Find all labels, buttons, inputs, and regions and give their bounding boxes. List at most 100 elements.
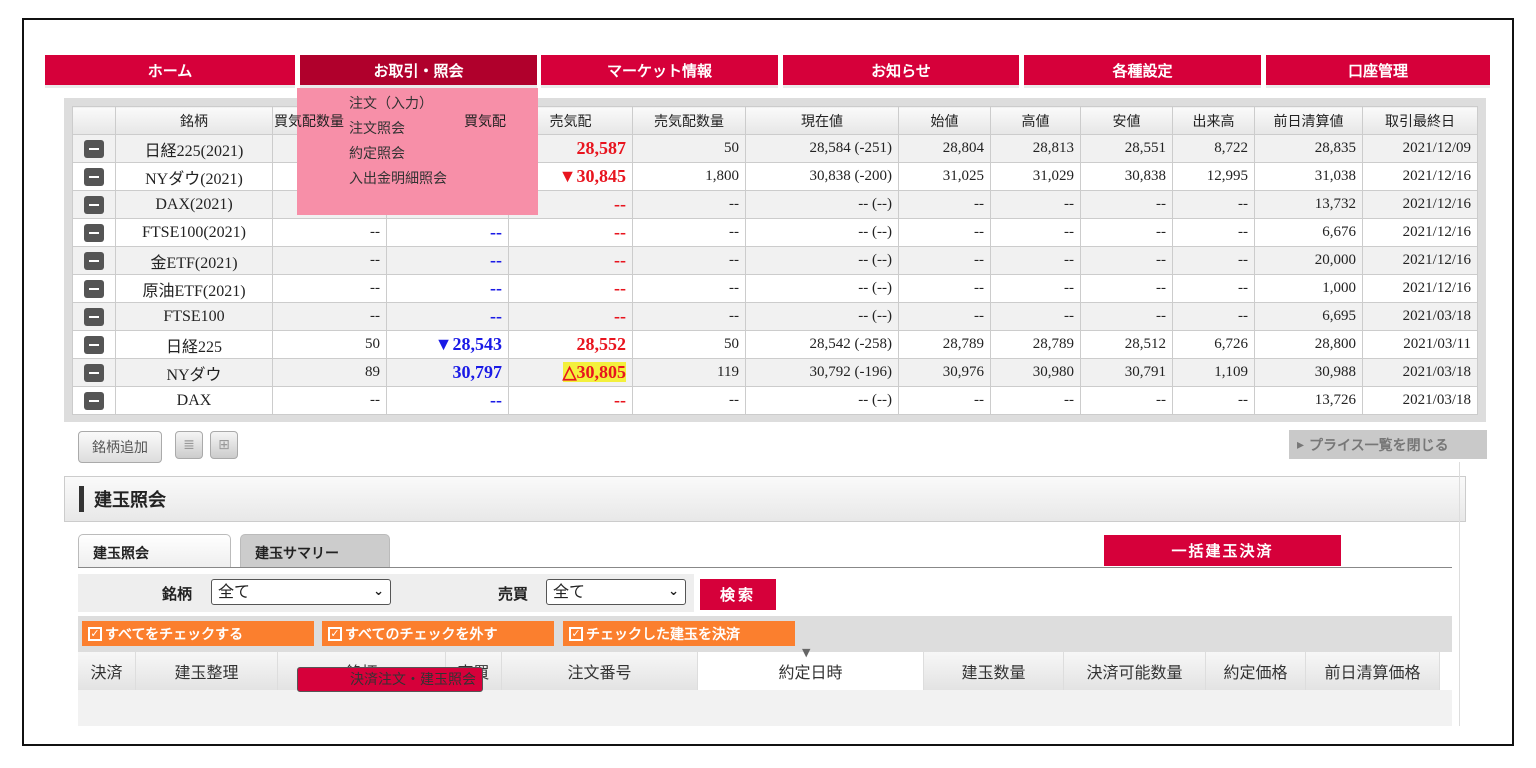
price-row: 金ETF(2021) -- -- -- -- -- (--) -- -- -- -- 20,000 2…: [72, 246, 1478, 275]
checkbox-icon: ✓: [328, 626, 342, 641]
price-cell-open: --: [898, 302, 991, 331]
symbol-select[interactable]: 全て ⌄: [211, 579, 391, 605]
price-cell-ask[interactable]: --: [508, 302, 633, 331]
nav-market[interactable]: マーケット情報: [541, 55, 778, 88]
list-view-icon[interactable]: ≣: [175, 431, 203, 459]
remove-symbol-icon[interactable]: [84, 195, 104, 214]
symbol-name[interactable]: 金ETF(2021): [115, 246, 273, 275]
remove-symbol-icon[interactable]: [84, 363, 104, 382]
position-col-header[interactable]: 決済可能数量: [1064, 652, 1206, 690]
remove-cell: [72, 302, 116, 331]
tab-position-summary[interactable]: 建玉サマリー: [240, 534, 390, 567]
search-button[interactable]: 検索: [700, 579, 776, 610]
price-col-label: 売気配: [549, 113, 592, 130]
nav-account[interactable]: 口座管理: [1266, 55, 1490, 88]
position-col-label: 注文番号: [567, 663, 632, 682]
price-cell-ask[interactable]: 28,552: [508, 330, 633, 359]
price-cell-ask[interactable]: △30,805: [508, 358, 633, 387]
add-symbol-button[interactable]: 銘柄追加: [78, 431, 162, 463]
remove-symbol-icon[interactable]: [84, 251, 104, 270]
close-price-list-button[interactable]: ▸ プライス一覧を閉じる: [1289, 430, 1487, 459]
uncheck-all-button[interactable]: ✓ すべてのチェックを外す: [322, 621, 554, 646]
last-value: 28,584 (-251): [809, 140, 893, 156]
remove-symbol-icon[interactable]: [84, 307, 104, 326]
price-col-header: 始値: [898, 106, 991, 135]
settle-checked-button[interactable]: ✓ チェックした建玉を決済: [563, 621, 795, 646]
position-col-header[interactable]: 建玉数量: [924, 652, 1064, 690]
price-col-header: 高値: [990, 106, 1081, 135]
ask-value: △30,805: [562, 362, 626, 382]
price-cell-bid[interactable]: --: [386, 218, 509, 247]
nav-news[interactable]: お知らせ: [783, 55, 1019, 88]
grid-view-icon[interactable]: ⊞: [210, 431, 238, 459]
price-cell-bid[interactable]: 30,797: [386, 358, 509, 387]
position-col-header[interactable]: 約定価格: [1206, 652, 1306, 690]
symbol-name[interactable]: DAX(2021): [115, 190, 273, 219]
price-col-header: 前日清算値: [1254, 106, 1363, 135]
remove-symbol-icon[interactable]: [84, 167, 104, 186]
symbol-name[interactable]: FTSE100(2021): [115, 218, 273, 247]
symbol-name[interactable]: 日経225: [115, 330, 273, 359]
ask_qty-value: --: [729, 224, 739, 240]
price-col-label: 始値: [930, 113, 959, 130]
price-cell-bid[interactable]: --: [386, 302, 509, 331]
bulk-settle-button[interactable]: 一括建玉決済: [1104, 535, 1341, 566]
remove-symbol-icon[interactable]: [84, 279, 104, 298]
volume-value: --: [1238, 392, 1248, 408]
volume-value: 12,995: [1206, 168, 1248, 184]
price-cell-high: 28,813: [990, 134, 1081, 163]
position-col-header[interactable]: 注文番号: [502, 652, 698, 690]
price-cell-volume: --: [1172, 218, 1255, 247]
price-cell-ask[interactable]: --: [508, 246, 633, 275]
ask-value: 28,587: [576, 138, 627, 158]
high-value: 31,029: [1032, 168, 1074, 184]
remove-symbol-icon[interactable]: [84, 391, 104, 410]
price-cell-ask[interactable]: --: [508, 274, 633, 303]
symbol-name[interactable]: FTSE100: [115, 302, 273, 331]
price-col-label: 前日清算値: [1273, 113, 1344, 130]
position-col-header[interactable]: 建玉整理: [136, 652, 278, 690]
menu-order-inquiry[interactable]: 注文照会: [349, 121, 405, 137]
price-cell-ask[interactable]: --: [508, 386, 633, 415]
symbol-name[interactable]: DAX: [115, 386, 273, 415]
side-select[interactable]: 全て ⌄: [546, 579, 686, 605]
symbol-name[interactable]: NYダウ(2021): [115, 162, 273, 191]
menu-order-entry[interactable]: 注文（入力）: [349, 96, 433, 112]
low-value: --: [1156, 280, 1166, 296]
price-cell-bid[interactable]: ▼28,543: [386, 330, 509, 359]
price-cell-bid[interactable]: --: [386, 386, 509, 415]
menu-settlement-position[interactable]: 決済注文・建玉照会: [297, 667, 483, 692]
menu-deposit-detail[interactable]: 入出金明細照会: [349, 171, 447, 187]
symbol-name[interactable]: 原油ETF(2021): [115, 274, 273, 303]
remove-symbol-icon[interactable]: [84, 223, 104, 242]
price-cell-last: 28,584 (-251): [745, 134, 899, 163]
check-all-button[interactable]: ✓ すべてをチェックする: [82, 621, 314, 646]
remove-symbol-icon[interactable]: [84, 139, 104, 158]
nav-trade[interactable]: お取引・照会: [300, 55, 537, 88]
position-col-header[interactable]: 前日清算価格: [1306, 652, 1440, 690]
price-cell-last-day: 2021/03/18: [1362, 386, 1478, 415]
position-col-header[interactable]: 約定日時 ▼: [698, 646, 924, 690]
price-cell-bid[interactable]: --: [386, 274, 509, 303]
symbol-label: 銘柄: [162, 585, 193, 603]
price-cell-ask[interactable]: --: [508, 218, 633, 247]
position-col-header[interactable]: 決済: [78, 652, 136, 690]
price-cell-volume: --: [1172, 246, 1255, 275]
price-cell-last: -- (--): [745, 246, 899, 275]
symbol-name[interactable]: 日経225(2021): [115, 134, 273, 163]
remove-symbol-icon[interactable]: [84, 335, 104, 354]
symbol-name[interactable]: NYダウ: [115, 358, 273, 387]
nav-settings[interactable]: 各種設定: [1024, 55, 1261, 88]
price-cell-open: 28,804: [898, 134, 991, 163]
price-cell-bid[interactable]: --: [386, 246, 509, 275]
open-value: 28,789: [942, 336, 984, 352]
menu-execution-inquiry[interactable]: 約定照会: [349, 146, 405, 162]
prev-value: 28,800: [1314, 336, 1356, 352]
nav-home[interactable]: ホーム: [45, 55, 295, 88]
high-value: --: [1064, 252, 1074, 268]
bid-value: --: [490, 306, 502, 326]
tab-positions[interactable]: 建玉照会: [78, 534, 231, 568]
price-cell-volume: 12,995: [1172, 162, 1255, 191]
price-col-header: 取引最終日: [1362, 106, 1478, 135]
position-col-label: 前日清算価格: [1324, 663, 1421, 682]
